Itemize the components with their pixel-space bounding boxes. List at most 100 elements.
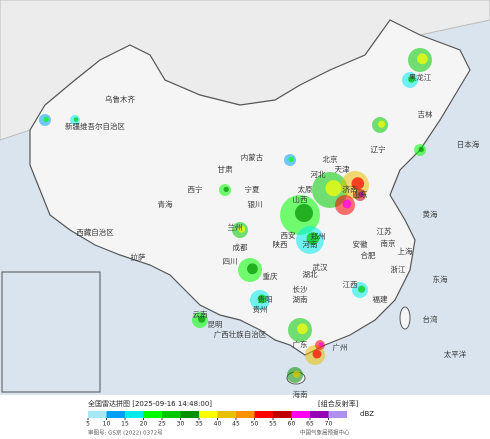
tick-label: 60 bbox=[288, 421, 296, 428]
place-label: 河南 bbox=[303, 239, 318, 249]
place-label: 四川 bbox=[223, 257, 238, 266]
china-outline bbox=[29, 19, 471, 356]
tick-label: 65 bbox=[306, 421, 314, 428]
legend-unit: dBZ bbox=[360, 410, 374, 418]
place-label: 乌鲁木齐 bbox=[105, 94, 135, 104]
place-label: 江西 bbox=[343, 280, 358, 289]
source: 中国气象局预报中心 bbox=[300, 429, 350, 437]
place-label: 福建 bbox=[373, 294, 388, 304]
echo-core bbox=[312, 349, 322, 359]
echo-core bbox=[198, 315, 206, 323]
echo-core bbox=[342, 199, 352, 209]
echo-core bbox=[325, 180, 342, 197]
place-label: 黑龙江 bbox=[409, 72, 432, 82]
place-label: 济南 bbox=[343, 184, 358, 194]
place-label: 海南 bbox=[293, 389, 308, 399]
place-label: 新疆维吾尔自治区 bbox=[65, 121, 125, 131]
place-label: 拉萨 bbox=[131, 252, 146, 262]
place-label: 辽宁 bbox=[371, 144, 386, 154]
place-label: 浙江 bbox=[391, 264, 406, 274]
place-label: 贵州 bbox=[253, 304, 268, 314]
color-swatch bbox=[236, 411, 255, 418]
taiwan bbox=[399, 306, 411, 330]
place-label: 山东 bbox=[353, 189, 368, 199]
color-swatch bbox=[162, 411, 181, 418]
place-label: 太平洋 bbox=[444, 349, 467, 359]
legend-product: [组合反射率] bbox=[318, 399, 359, 408]
place-label: 上海 bbox=[398, 246, 413, 256]
place-label: 西藏自治区 bbox=[76, 227, 114, 237]
place-label: 湖北 bbox=[303, 270, 318, 279]
place-label: 日本海 bbox=[457, 139, 480, 149]
echo-core bbox=[417, 53, 428, 65]
echo-core bbox=[358, 285, 366, 293]
place-label: 广西壮族自治区 bbox=[214, 329, 267, 339]
tick-label: 50 bbox=[251, 421, 259, 428]
place-label: 河北 bbox=[311, 170, 326, 179]
color-swatch bbox=[88, 411, 107, 418]
echo-core bbox=[358, 191, 364, 198]
color-swatch bbox=[310, 411, 329, 418]
echo-core bbox=[297, 323, 308, 335]
place-label: 吉林 bbox=[418, 109, 433, 119]
color-swatch bbox=[125, 411, 144, 418]
echo-core bbox=[378, 120, 386, 128]
place-label: 北京 bbox=[323, 154, 338, 164]
place-label: 天津 bbox=[335, 165, 350, 174]
place-label: 山西 bbox=[293, 194, 308, 204]
place-label: 武汉 bbox=[313, 262, 328, 272]
south-sea-inset bbox=[1, 271, 101, 393]
place-label: 合肥 bbox=[361, 250, 376, 260]
echo-core bbox=[293, 370, 301, 378]
echo-core bbox=[238, 225, 246, 233]
color-swatch bbox=[291, 411, 310, 418]
place-label: 西宁 bbox=[188, 184, 203, 194]
place-label: 昆明 bbox=[208, 320, 223, 329]
color-swatch bbox=[199, 411, 218, 418]
place-label: 成都 bbox=[233, 242, 248, 252]
place-label: 长沙 bbox=[293, 284, 308, 294]
echo-core bbox=[223, 186, 229, 193]
echo-core bbox=[408, 75, 416, 83]
place-label: 台湾 bbox=[423, 314, 438, 324]
tick-label: 5 bbox=[86, 421, 90, 428]
echo-core bbox=[318, 342, 324, 347]
echo-core bbox=[73, 117, 79, 122]
legend-title: 全国雷达拼图 [2025-09-16 14:48:00] bbox=[88, 399, 212, 408]
echo-core bbox=[351, 177, 365, 190]
place-label: 湖南 bbox=[293, 294, 308, 304]
tick-label: 70 bbox=[325, 421, 333, 428]
tick-label: 30 bbox=[177, 421, 185, 428]
place-label: 陕西 bbox=[273, 239, 288, 249]
tick-label: 15 bbox=[121, 421, 129, 428]
place-label: 广东 bbox=[293, 339, 308, 349]
radar-echoes bbox=[24, 48, 432, 383]
color-swatch bbox=[217, 411, 236, 418]
tick-label: 25 bbox=[158, 421, 166, 428]
tick-label: 20 bbox=[140, 421, 148, 428]
place-label: 重庆 bbox=[263, 271, 278, 281]
place-label: 贵阳 bbox=[258, 294, 273, 304]
place-label: 广州 bbox=[333, 342, 348, 352]
tick-label: 35 bbox=[195, 421, 203, 428]
place-label: 江苏 bbox=[377, 226, 392, 236]
place-label: 甘肃 bbox=[218, 164, 233, 174]
color-swatch bbox=[106, 411, 125, 418]
color-swatch bbox=[273, 411, 292, 418]
color-swatch bbox=[143, 411, 162, 418]
tick-label: 55 bbox=[269, 421, 277, 428]
place-label: 南京 bbox=[381, 238, 396, 248]
echo-core bbox=[288, 156, 294, 163]
place-label: 黄海 bbox=[423, 209, 438, 219]
place-label: 内蒙古 bbox=[241, 152, 264, 162]
tick-label: 40 bbox=[214, 421, 222, 428]
echo-core bbox=[306, 232, 320, 245]
echo-core bbox=[247, 263, 258, 275]
tick-label: 10 bbox=[103, 421, 111, 428]
place-label: 东海 bbox=[433, 274, 448, 284]
echo-core bbox=[43, 116, 49, 123]
place-label: 太原 bbox=[298, 184, 313, 194]
